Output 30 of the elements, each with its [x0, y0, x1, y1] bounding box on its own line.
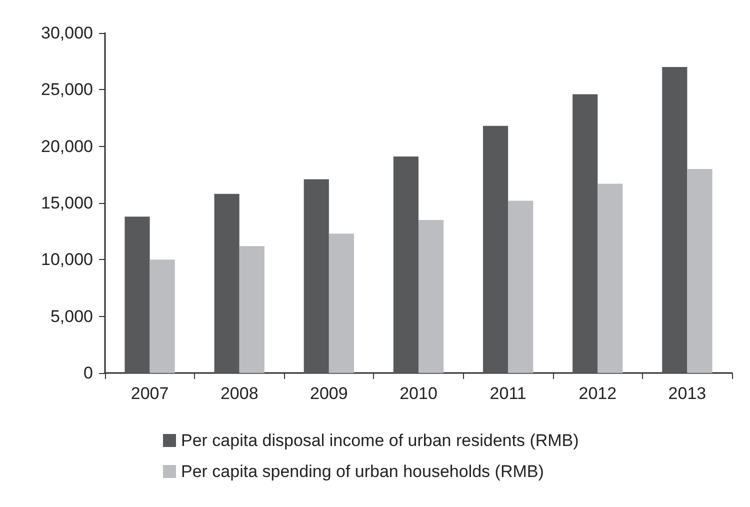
- x-tick-label: 2011: [490, 384, 526, 403]
- legend-label: Per capita disposal income of urban residents (RMB): [181, 431, 579, 450]
- y-tick-label: 10,000: [41, 250, 93, 270]
- bar: [304, 179, 329, 373]
- x-tick-label: 2007: [130, 384, 169, 403]
- bar: [508, 200, 534, 373]
- bar: [124, 216, 150, 373]
- x-tick-label: 2010: [400, 384, 438, 403]
- bar: [687, 169, 712, 373]
- bar: [328, 234, 354, 373]
- y-tick-label: 30,000: [41, 24, 93, 42]
- y-tick-label: 5,000: [50, 306, 93, 326]
- y-tick-label: 20,000: [41, 136, 93, 156]
- bar: [239, 246, 264, 373]
- y-tick-label: 0: [84, 364, 93, 382]
- bar: [214, 194, 240, 373]
- bar: [393, 156, 418, 373]
- x-tick-label: 2009: [310, 384, 348, 403]
- x-tick-label: 2013: [668, 384, 706, 403]
- bar: [598, 184, 623, 373]
- bar: [662, 67, 688, 373]
- x-tick-label: 2008: [220, 384, 258, 403]
- legend-label: Per capita spending of urban households (RMB): [181, 462, 544, 481]
- y-tick-label: 25,000: [41, 80, 93, 100]
- y-tick-label: 15,000: [41, 194, 93, 212]
- x-tick-label: 2012: [578, 384, 617, 403]
- bar: [150, 260, 175, 373]
- bar: [482, 126, 508, 373]
- bar: [418, 220, 444, 373]
- bar: [572, 94, 598, 373]
